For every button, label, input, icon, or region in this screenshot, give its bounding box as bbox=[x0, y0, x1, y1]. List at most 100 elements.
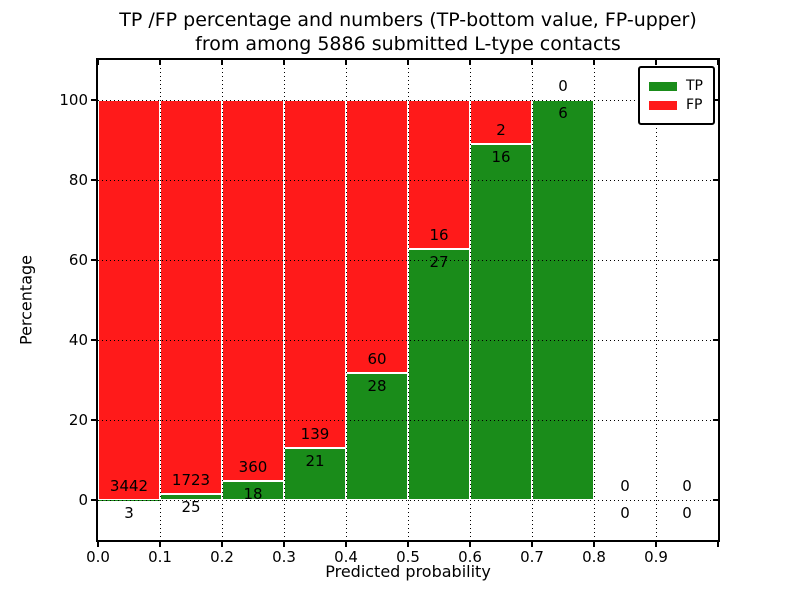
bar-label-fp: 60 bbox=[367, 349, 387, 368]
bar-label-fp: 139 bbox=[300, 424, 330, 443]
y-axis-tick-right bbox=[713, 419, 718, 421]
gridline-horizontal bbox=[98, 499, 718, 501]
chart-title-line-2: from among 5886 submitted L-type contact… bbox=[195, 33, 621, 55]
bar-label-fp: 360 bbox=[238, 457, 268, 476]
x-axis-tick-top bbox=[531, 60, 533, 65]
bar-segment-tp bbox=[470, 144, 532, 500]
x-axis-tick bbox=[159, 542, 161, 547]
bar-label-tp: 28 bbox=[367, 376, 387, 395]
x-axis-tick bbox=[407, 542, 409, 547]
y-axis-tick-right bbox=[713, 259, 718, 261]
chart-title-line-1: TP /FP percentage and numbers (TP-bottom… bbox=[119, 9, 697, 31]
bar-segment-fp bbox=[98, 100, 160, 500]
bar-segment-fp bbox=[222, 100, 284, 481]
y-axis-tick-right bbox=[713, 339, 718, 341]
bar-segment-fp bbox=[284, 100, 346, 448]
x-tick-label: 0.1 bbox=[148, 548, 172, 566]
bar-label-fp: 0 bbox=[682, 477, 692, 495]
x-tick-label: 0.9 bbox=[644, 548, 668, 566]
bar-label-tp: 0 bbox=[682, 504, 692, 522]
x-tick-label: 0.2 bbox=[210, 548, 234, 566]
bar-label-fp: 3442 bbox=[109, 476, 149, 495]
x-tick-label: 0.4 bbox=[334, 548, 358, 566]
gridline-vertical bbox=[593, 60, 595, 540]
y-tick-label: 40 bbox=[68, 331, 88, 349]
y-axis-tick-right bbox=[713, 179, 718, 181]
x-axis-tick-top bbox=[469, 60, 471, 65]
plot-area: TP FP 0.0 0.1 0.2 0.3 0.4 0.5 0.6 0.7 0.8 0.9 0 20 40… bbox=[59, 58, 720, 566]
y-tick-label: 100 bbox=[59, 91, 88, 109]
x-axis-tick bbox=[283, 542, 285, 547]
gridline-vertical bbox=[283, 60, 285, 540]
x-axis-tick bbox=[655, 542, 657, 547]
x-axis-tick bbox=[593, 542, 595, 547]
x-axis-title: Predicted probability bbox=[325, 562, 491, 581]
y-tick-label: 0 bbox=[78, 491, 88, 509]
y-tick-label: 20 bbox=[68, 411, 88, 429]
bar-label-fp: 1723 bbox=[171, 471, 211, 490]
chart-title: TP /FP percentage and numbers (TP-bottom… bbox=[98, 8, 718, 56]
bar-label-tp: 16 bbox=[491, 148, 511, 167]
x-tick-label: 0.8 bbox=[582, 548, 606, 566]
bar-label-tp: 21 bbox=[305, 451, 325, 470]
y-axis-tick-right bbox=[713, 499, 718, 501]
y-axis-tick bbox=[91, 179, 96, 181]
y-axis-tick-right bbox=[713, 99, 718, 101]
x-axis-tick-top bbox=[717, 60, 719, 65]
x-axis-tick-top bbox=[159, 60, 161, 65]
y-axis-tick bbox=[91, 259, 96, 261]
gridline-vertical bbox=[531, 60, 533, 540]
legend-item-fp: FP bbox=[649, 97, 703, 113]
gridline-horizontal bbox=[98, 259, 718, 261]
bar-label-tp: 25 bbox=[181, 498, 201, 517]
gridline-vertical bbox=[221, 60, 223, 540]
gridline-vertical bbox=[159, 60, 161, 540]
x-axis-tick-top bbox=[97, 60, 99, 65]
bar-segment-tp bbox=[408, 248, 470, 500]
gridline-horizontal bbox=[98, 419, 718, 421]
x-tick-label: 0.7 bbox=[520, 548, 544, 566]
gridline-vertical bbox=[407, 60, 409, 540]
y-axis-tick bbox=[91, 99, 96, 101]
gridline-horizontal bbox=[98, 339, 718, 341]
y-axis-tick bbox=[91, 339, 96, 341]
x-axis-tick-top bbox=[221, 60, 223, 65]
gridline-horizontal bbox=[98, 99, 718, 101]
bar-label-tp: 27 bbox=[429, 252, 449, 271]
x-axis-tick-top bbox=[283, 60, 285, 65]
x-tick-label: 0.6 bbox=[458, 548, 482, 566]
y-tick-label: 60 bbox=[68, 251, 88, 269]
x-axis-tick bbox=[717, 542, 719, 547]
bar-segment-fp bbox=[160, 100, 222, 495]
x-axis-tick-top bbox=[655, 60, 657, 65]
y-axis-tick bbox=[91, 419, 96, 421]
legend-label: TP bbox=[686, 78, 703, 94]
x-axis-tick bbox=[469, 542, 471, 547]
bar-label-fp: 0 bbox=[620, 477, 630, 495]
bar-label-fp: 0 bbox=[558, 77, 568, 95]
bar-label-tp: 18 bbox=[243, 484, 263, 503]
legend-swatch-tp bbox=[649, 81, 677, 91]
bar-label-tp: 0 bbox=[620, 504, 630, 522]
bar-segment-fp bbox=[346, 100, 408, 373]
x-tick-label: 0.5 bbox=[396, 548, 420, 566]
y-axis-tick bbox=[91, 499, 96, 501]
x-axis-tick bbox=[531, 542, 533, 547]
gridline-horizontal bbox=[98, 179, 718, 181]
bar-label-fp: 2 bbox=[496, 121, 506, 140]
gridline-vertical bbox=[469, 60, 471, 540]
x-axis-tick bbox=[97, 542, 99, 547]
bar-label-tp: 6 bbox=[558, 104, 568, 122]
bar-label-tp: 3 bbox=[124, 503, 134, 522]
gridline-vertical bbox=[655, 60, 657, 540]
legend-swatch-fp bbox=[649, 100, 677, 110]
x-axis-tick bbox=[221, 542, 223, 547]
y-tick-label: 80 bbox=[68, 171, 88, 189]
legend-item-tp: TP bbox=[649, 78, 703, 94]
x-axis-tick-top bbox=[345, 60, 347, 65]
x-tick-label: 0.3 bbox=[272, 548, 296, 566]
bar-segment-tp bbox=[532, 100, 594, 500]
x-axis-tick bbox=[345, 542, 347, 547]
legend-label: FP bbox=[686, 97, 703, 113]
